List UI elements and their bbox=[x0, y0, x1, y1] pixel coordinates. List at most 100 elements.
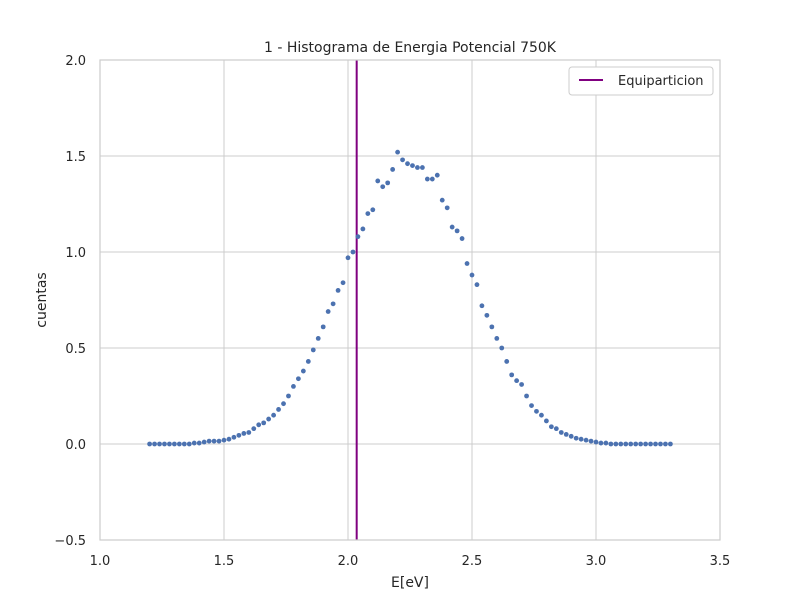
data-point bbox=[484, 312, 490, 318]
legend-box bbox=[568, 66, 714, 96]
data-point bbox=[162, 441, 167, 447]
data-point bbox=[400, 157, 405, 163]
data-point bbox=[489, 324, 495, 330]
data-point bbox=[628, 441, 634, 447]
data-point bbox=[429, 176, 435, 182]
data-point bbox=[449, 224, 455, 230]
data-point bbox=[539, 412, 544, 418]
y-tick-label: 0.5 bbox=[65, 342, 86, 357]
data-point bbox=[633, 441, 639, 447]
data-point bbox=[172, 441, 177, 447]
y-tick-label: 2.0 bbox=[65, 54, 86, 69]
data-point bbox=[310, 347, 316, 353]
data-point bbox=[405, 161, 410, 167]
data-point bbox=[281, 401, 286, 407]
data-point bbox=[231, 434, 237, 440]
data-point bbox=[305, 359, 311, 364]
data-point bbox=[439, 197, 445, 203]
data-point bbox=[345, 255, 351, 261]
data-point bbox=[598, 440, 604, 446]
data-point bbox=[474, 282, 480, 288]
data-point bbox=[176, 441, 182, 447]
x-tick-label: 2.5 bbox=[462, 554, 483, 569]
data-point bbox=[226, 436, 232, 442]
scatter-points bbox=[147, 149, 673, 447]
data-point bbox=[658, 441, 663, 447]
data-point bbox=[206, 438, 212, 444]
data-point bbox=[320, 324, 326, 330]
data-point bbox=[335, 288, 341, 293]
data-point bbox=[420, 165, 425, 170]
data-point bbox=[370, 207, 376, 213]
data-point bbox=[653, 441, 658, 447]
data-point bbox=[643, 441, 648, 447]
chart-title: 1 - Histograma de Energia Potencial 750K bbox=[264, 40, 557, 56]
data-point bbox=[325, 309, 331, 314]
data-point bbox=[618, 441, 624, 447]
data-point bbox=[315, 336, 321, 341]
data-point bbox=[276, 407, 281, 412]
data-point bbox=[241, 431, 247, 436]
data-point bbox=[454, 228, 460, 234]
data-point bbox=[588, 438, 594, 444]
data-point bbox=[296, 376, 301, 382]
x-tick-label: 1.0 bbox=[90, 554, 111, 569]
y-tick-label: −0.5 bbox=[54, 534, 86, 549]
data-point bbox=[648, 441, 653, 447]
data-point bbox=[167, 441, 172, 447]
data-point bbox=[330, 301, 336, 307]
y-tick-label: 0.0 bbox=[65, 438, 86, 453]
data-point bbox=[534, 408, 539, 414]
data-point bbox=[261, 420, 267, 426]
data-point bbox=[663, 441, 668, 447]
data-point bbox=[380, 184, 386, 190]
x-tick-label: 3.5 bbox=[710, 554, 731, 569]
data-point bbox=[544, 418, 549, 424]
x-tick-labels: 1.0 1.5 2.0 2.5 3.0 3.5 bbox=[90, 554, 731, 569]
data-point bbox=[459, 236, 465, 241]
data-point bbox=[623, 441, 629, 447]
data-point bbox=[568, 433, 574, 439]
data-point bbox=[415, 165, 420, 170]
data-point bbox=[613, 441, 619, 447]
data-point bbox=[519, 382, 524, 387]
data-point bbox=[548, 424, 554, 430]
data-point bbox=[152, 441, 157, 447]
data-point bbox=[271, 412, 276, 418]
data-point bbox=[509, 372, 515, 378]
data-point bbox=[524, 393, 529, 399]
data-point bbox=[603, 440, 609, 446]
x-axis-label: E[eV] bbox=[391, 575, 429, 591]
data-point bbox=[573, 435, 579, 441]
data-point bbox=[390, 167, 396, 172]
data-point bbox=[514, 378, 520, 384]
data-point bbox=[494, 336, 500, 341]
x-tick-label: 1.5 bbox=[214, 554, 235, 569]
data-point bbox=[529, 403, 534, 408]
data-point bbox=[558, 430, 564, 435]
legend-label-equiparticion: Equiparticion bbox=[618, 74, 704, 89]
data-point bbox=[246, 430, 252, 435]
data-point bbox=[593, 439, 599, 445]
data-point bbox=[216, 438, 222, 444]
data-point bbox=[668, 441, 673, 447]
data-point bbox=[266, 416, 272, 422]
data-point bbox=[191, 440, 197, 446]
data-point bbox=[157, 441, 162, 447]
data-point bbox=[464, 261, 470, 266]
data-point bbox=[300, 368, 306, 374]
data-point bbox=[410, 163, 415, 169]
data-point bbox=[469, 272, 475, 278]
data-point bbox=[360, 226, 366, 232]
data-point bbox=[365, 211, 371, 217]
data-point bbox=[499, 345, 505, 351]
data-point bbox=[553, 426, 559, 432]
data-point bbox=[236, 432, 242, 438]
data-point bbox=[375, 178, 381, 184]
data-point bbox=[434, 172, 440, 178]
x-tick-label: 3.0 bbox=[586, 554, 607, 569]
data-point bbox=[424, 176, 430, 182]
data-point bbox=[578, 436, 584, 442]
data-point bbox=[608, 441, 614, 447]
